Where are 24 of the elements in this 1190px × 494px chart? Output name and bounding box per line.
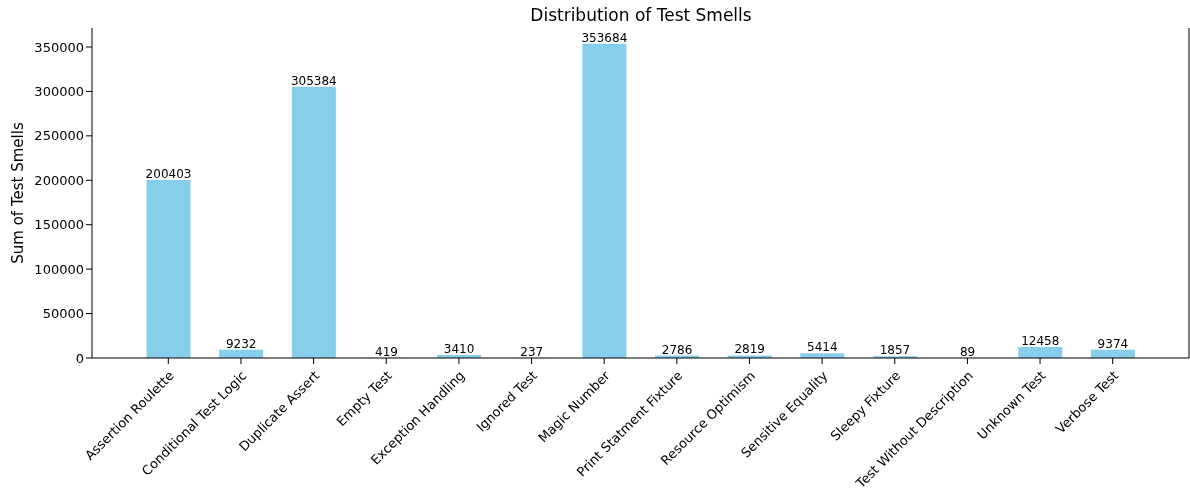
y-tick-label: 200000 xyxy=(34,172,84,188)
y-axis-title: Sum of Test Smells xyxy=(9,122,27,264)
chart-title: Distribution of Test Smells xyxy=(529,5,753,25)
y-tick-label: 0 xyxy=(75,350,84,366)
data-label: 89 xyxy=(959,344,976,359)
y-tick-label: 150000 xyxy=(34,217,84,233)
data-label: 12458 xyxy=(1021,333,1060,348)
data-label: 9232 xyxy=(225,336,257,351)
data-label: 5414 xyxy=(807,340,838,355)
y-tick-label: 300000 xyxy=(34,84,84,100)
data-label: 3410 xyxy=(443,341,475,356)
data-label: 9374 xyxy=(1097,336,1129,351)
data-label: 305384 xyxy=(290,73,337,88)
data-label: 237 xyxy=(520,344,544,359)
y-tick-label: 350000 xyxy=(34,39,84,55)
data-label: 2819 xyxy=(734,342,765,357)
y-tick-label: 250000 xyxy=(34,128,84,144)
data-label: 419 xyxy=(375,344,398,359)
data-label: 200403 xyxy=(145,166,192,181)
data-label: 2786 xyxy=(661,342,693,357)
data-label: 1857 xyxy=(879,343,911,358)
data-label: 353684 xyxy=(581,30,628,45)
y-tick-label: 50000 xyxy=(42,306,84,322)
y-tick-label: 100000 xyxy=(34,261,84,277)
